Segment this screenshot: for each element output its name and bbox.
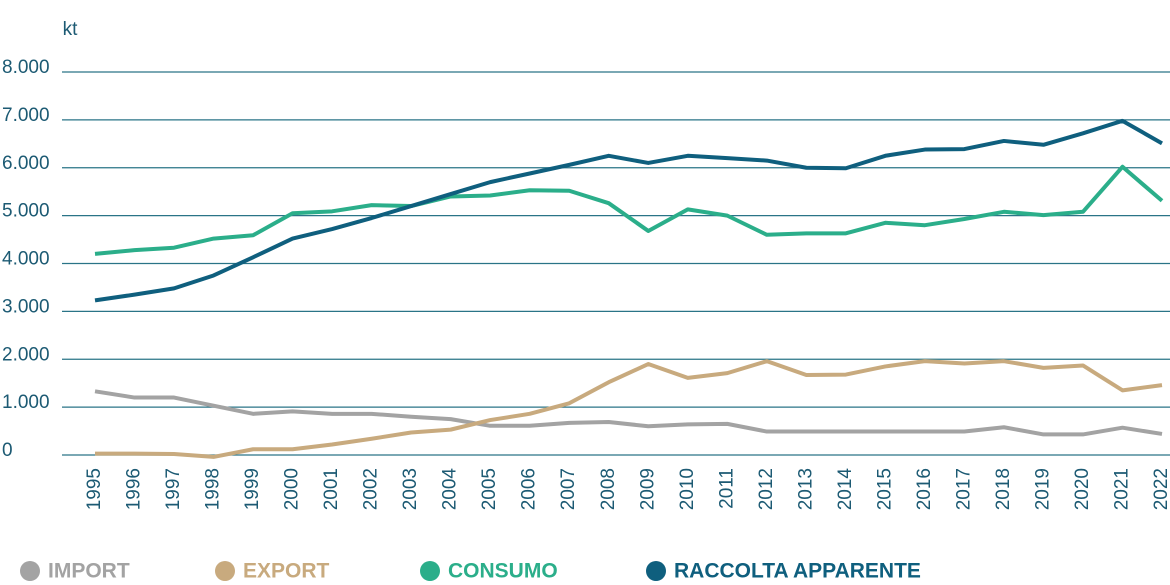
x-tick-label: 2015	[874, 468, 895, 510]
series-line	[94, 389, 1163, 437]
x-tick-label: 2014	[835, 468, 856, 511]
series-line	[94, 164, 1164, 256]
y-tick-label: 4.000	[2, 249, 50, 270]
x-tick-label: 2000	[282, 468, 303, 510]
x-tick-label: 1996	[124, 468, 145, 510]
x-tick-label: 2008	[598, 468, 619, 510]
x-tick-label: 2010	[677, 468, 698, 510]
legend-label: RACCOLTA APPARENTE	[674, 560, 921, 583]
series-line	[94, 118, 1163, 303]
legend-label: CONSUMO	[448, 560, 558, 583]
x-tick-label: 2001	[321, 468, 342, 510]
x-tick-label: 2020	[1072, 468, 1093, 510]
x-tick-label: 1995	[84, 468, 105, 510]
legend-marker	[215, 561, 235, 581]
y-axis-label: kt	[63, 19, 79, 40]
x-tick-label: 2018	[993, 468, 1014, 510]
x-tick-label: 1997	[163, 468, 184, 510]
legend-marker	[420, 561, 440, 581]
legend-label: EXPORT	[243, 560, 330, 583]
x-tick-label: 2012	[756, 468, 777, 510]
series-line	[95, 359, 1163, 459]
y-tick-label: 6.000	[2, 153, 50, 174]
x-tick-label: 2016	[914, 468, 935, 510]
y-tick-label: 7.000	[2, 105, 50, 126]
x-tick-label: 2004	[440, 468, 461, 511]
x-tick-label: 2019	[1032, 468, 1053, 510]
y-tick-label: 5.000	[2, 201, 50, 222]
legend-marker	[646, 561, 666, 581]
x-tick-label: 2011	[716, 468, 737, 509]
x-tick-label: 2013	[795, 468, 816, 510]
x-tick-label: 1999	[242, 468, 263, 510]
legend-label: IMPORT	[48, 560, 130, 583]
y-tick-label: 3.000	[2, 296, 50, 317]
x-tick-label: 2005	[479, 468, 500, 510]
x-tick-label: 2003	[400, 468, 421, 510]
x-tick-label: 2002	[361, 468, 382, 510]
y-tick-label: 0	[2, 440, 13, 461]
legend-marker	[20, 561, 40, 581]
x-tick-label: 1998	[203, 468, 224, 510]
y-tick-label: 2.000	[2, 344, 50, 365]
y-tick-label: 1.000	[2, 392, 50, 413]
x-tick-label: 2007	[558, 468, 579, 510]
y-tick-label: 8.000	[2, 57, 50, 78]
x-tick-label: 2021	[1111, 468, 1132, 510]
x-tick-label: 2022	[1151, 468, 1170, 510]
x-tick-label: 2006	[519, 468, 540, 510]
x-tick-label: 2009	[637, 468, 658, 510]
x-tick-label: 2017	[953, 468, 974, 510]
